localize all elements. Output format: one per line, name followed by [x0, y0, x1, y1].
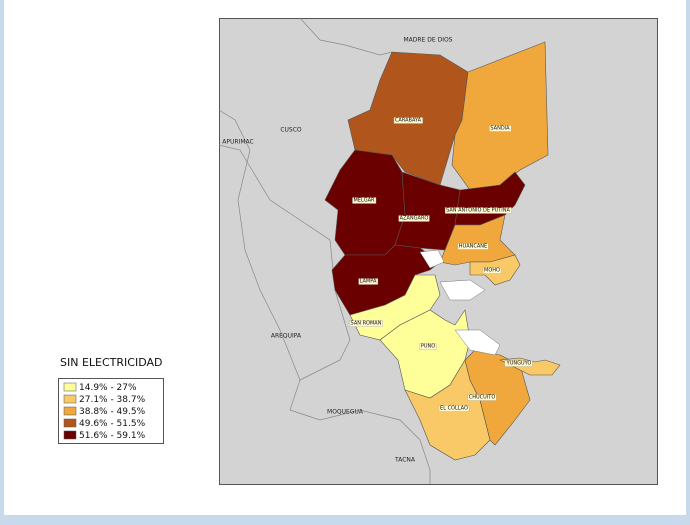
label-bg: [467, 394, 497, 401]
label-bg: [398, 215, 430, 222]
legend-label: 51.6% - 59.1%: [79, 431, 146, 441]
legend-swatch: [63, 430, 77, 440]
border: [218, 109, 301, 381]
province-label: EL COLLAO: [440, 406, 468, 412]
region-label: MADRE DE DIOS: [403, 37, 452, 44]
legend-title: SIN ELECTRICIDAD: [60, 356, 162, 369]
label-bg: [393, 117, 423, 124]
provinces: [324, 41, 561, 461]
label-bg: [358, 278, 379, 285]
province-label: SAN ANTONIO DE PUTINA: [446, 208, 510, 214]
legend: 14.9% - 27% 27.1% - 38.7% 38.8% - 49.5% 49.…: [63, 382, 146, 441]
province-label: MOHO: [484, 268, 500, 274]
region-borders: [218, 17, 431, 484]
border: [299, 17, 393, 56]
province-label: SANDIA: [490, 126, 510, 132]
province-label: LAMPA: [360, 279, 377, 285]
region-label: APURIMAC: [222, 139, 253, 146]
province-label: CARABAYA: [395, 118, 422, 124]
label-bg: [349, 320, 383, 327]
province-label: SAN ROMAN: [351, 321, 382, 327]
legend-label: 49.6% - 51.5%: [79, 419, 146, 429]
province-label: HUANCANE: [459, 244, 487, 250]
province-label: CHUCUITO: [469, 395, 496, 401]
lake-part: [439, 279, 486, 301]
province-label: PUNO: [421, 344, 435, 350]
label-bg: [504, 360, 533, 367]
label-bg: [438, 405, 470, 412]
legend-swatch: [63, 394, 77, 404]
province-label: YUNGUYO: [506, 361, 532, 367]
lake-part: [419, 249, 445, 269]
legend-label: 14.9% - 27%: [79, 383, 137, 393]
legend-label: 38.8% - 49.5%: [79, 407, 146, 417]
region-label: MOQUEGUA: [327, 409, 364, 416]
region-label: CUSCO: [280, 127, 302, 134]
label-bg: [489, 125, 512, 132]
legend-swatch: [63, 406, 77, 416]
label-bg: [482, 267, 502, 274]
legend-swatch: [63, 418, 77, 428]
province-label: MELGAR: [353, 198, 375, 204]
lake: [419, 249, 501, 356]
label-bg: [419, 343, 437, 350]
label-bg: [457, 243, 489, 250]
label-bg: [352, 197, 377, 204]
lake-part: [454, 329, 501, 356]
region-label: AREQUIPA: [271, 333, 302, 340]
legend-swatch: [63, 382, 77, 392]
province-label: AZANGARO: [400, 216, 429, 222]
border: [218, 144, 431, 484]
label-bg: [444, 207, 512, 214]
region-label: TACNA: [394, 457, 416, 464]
labels: MADRE DE DIOS CUSCO APURIMAC AREQUIPA MOQUEG…: [222, 37, 533, 464]
legend-label: 27.1% - 38.7%: [79, 395, 146, 405]
